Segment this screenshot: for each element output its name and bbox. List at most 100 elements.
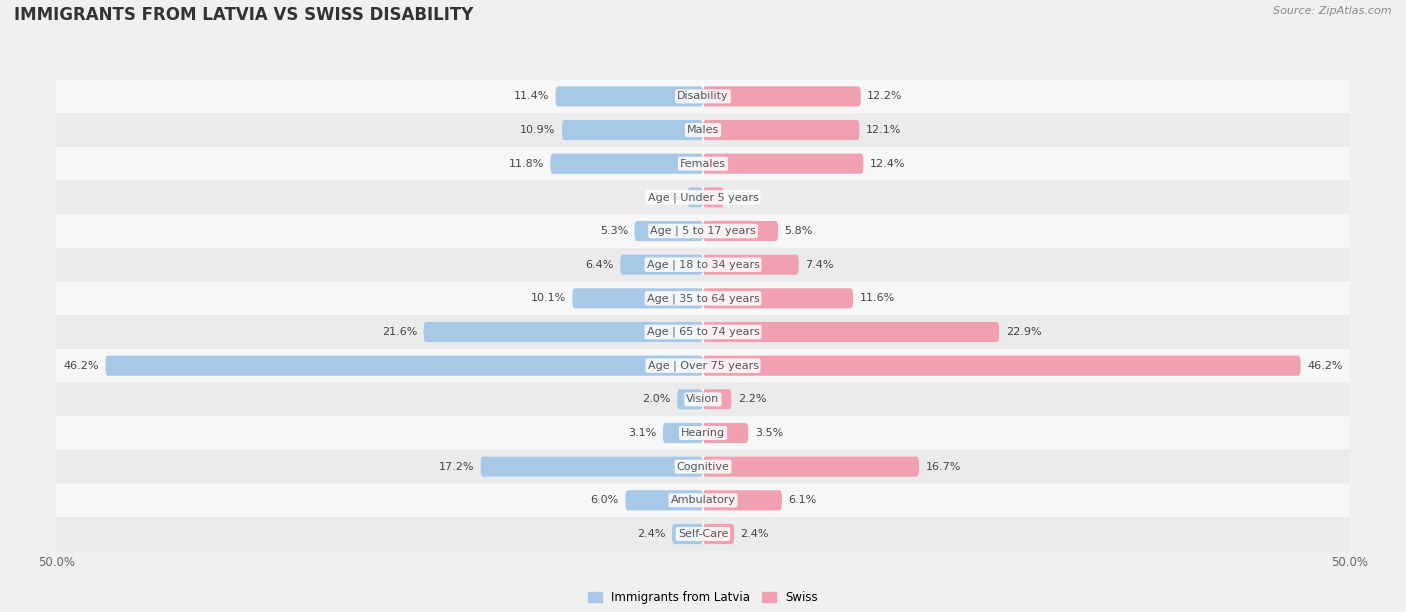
FancyBboxPatch shape [555,86,703,106]
FancyBboxPatch shape [56,416,1350,450]
FancyBboxPatch shape [481,457,703,477]
Text: 10.1%: 10.1% [530,293,565,304]
FancyBboxPatch shape [56,450,1350,483]
Text: 11.4%: 11.4% [513,91,550,102]
Text: Hearing: Hearing [681,428,725,438]
Text: 1.2%: 1.2% [652,192,681,203]
FancyBboxPatch shape [703,221,778,241]
FancyBboxPatch shape [703,187,724,207]
Text: 11.8%: 11.8% [509,159,544,169]
FancyBboxPatch shape [56,315,1350,349]
FancyBboxPatch shape [56,181,1350,214]
FancyBboxPatch shape [105,356,703,376]
FancyBboxPatch shape [56,214,1350,248]
FancyBboxPatch shape [423,322,1000,342]
Text: IMMIGRANTS FROM LATVIA VS SWISS DISABILITY: IMMIGRANTS FROM LATVIA VS SWISS DISABILI… [14,6,474,24]
Text: 2.2%: 2.2% [738,394,766,405]
FancyBboxPatch shape [703,490,782,510]
FancyBboxPatch shape [562,120,703,140]
FancyBboxPatch shape [572,288,703,308]
FancyBboxPatch shape [56,147,1350,181]
FancyBboxPatch shape [678,389,731,409]
FancyBboxPatch shape [688,187,724,207]
Text: 6.1%: 6.1% [789,495,817,506]
FancyBboxPatch shape [703,120,859,140]
FancyBboxPatch shape [703,288,853,308]
Text: Self-Care: Self-Care [678,529,728,539]
Text: 2.4%: 2.4% [637,529,665,539]
FancyBboxPatch shape [703,524,734,544]
FancyBboxPatch shape [703,423,748,443]
Text: Females: Females [681,159,725,169]
Text: 5.8%: 5.8% [785,226,813,236]
Text: 12.4%: 12.4% [870,159,905,169]
Text: Age | Under 5 years: Age | Under 5 years [648,192,758,203]
FancyBboxPatch shape [555,86,860,106]
Text: 3.5%: 3.5% [755,428,783,438]
Text: Source: ZipAtlas.com: Source: ZipAtlas.com [1274,6,1392,16]
Text: Ambulatory: Ambulatory [671,495,735,506]
Text: 5.3%: 5.3% [600,226,628,236]
FancyBboxPatch shape [703,154,863,174]
FancyBboxPatch shape [634,221,778,241]
Text: Males: Males [688,125,718,135]
Text: 17.2%: 17.2% [439,461,474,472]
Text: Age | Over 75 years: Age | Over 75 years [648,360,758,371]
FancyBboxPatch shape [703,322,1000,342]
Text: Age | 65 to 74 years: Age | 65 to 74 years [647,327,759,337]
Text: 6.0%: 6.0% [591,495,619,506]
Text: 16.7%: 16.7% [925,461,960,472]
FancyBboxPatch shape [56,80,1350,113]
Text: 12.1%: 12.1% [866,125,901,135]
FancyBboxPatch shape [672,524,734,544]
FancyBboxPatch shape [105,356,1301,376]
Text: Age | 5 to 17 years: Age | 5 to 17 years [650,226,756,236]
FancyBboxPatch shape [620,255,799,275]
FancyBboxPatch shape [56,483,1350,517]
FancyBboxPatch shape [56,517,1350,551]
Text: 3.1%: 3.1% [628,428,657,438]
Text: 21.6%: 21.6% [382,327,418,337]
FancyBboxPatch shape [672,524,703,544]
FancyBboxPatch shape [56,349,1350,382]
FancyBboxPatch shape [703,255,799,275]
FancyBboxPatch shape [56,248,1350,282]
FancyBboxPatch shape [662,423,703,443]
Text: 2.4%: 2.4% [741,529,769,539]
Legend: Immigrants from Latvia, Swiss: Immigrants from Latvia, Swiss [583,586,823,608]
FancyBboxPatch shape [703,356,1301,376]
FancyBboxPatch shape [423,322,703,342]
Text: Age | 18 to 34 years: Age | 18 to 34 years [647,259,759,270]
Text: 10.9%: 10.9% [520,125,555,135]
Text: 22.9%: 22.9% [1005,327,1042,337]
FancyBboxPatch shape [562,120,859,140]
FancyBboxPatch shape [678,389,703,409]
Text: 11.6%: 11.6% [859,293,894,304]
Text: 1.6%: 1.6% [730,192,758,203]
FancyBboxPatch shape [56,113,1350,147]
FancyBboxPatch shape [550,154,863,174]
Text: 46.2%: 46.2% [1308,360,1343,371]
Text: Age | 35 to 64 years: Age | 35 to 64 years [647,293,759,304]
FancyBboxPatch shape [626,490,703,510]
FancyBboxPatch shape [703,389,731,409]
FancyBboxPatch shape [662,423,748,443]
FancyBboxPatch shape [481,457,920,477]
Text: Disability: Disability [678,91,728,102]
FancyBboxPatch shape [626,490,782,510]
FancyBboxPatch shape [550,154,703,174]
FancyBboxPatch shape [620,255,703,275]
Text: 12.2%: 12.2% [868,91,903,102]
FancyBboxPatch shape [634,221,703,241]
Text: 7.4%: 7.4% [806,259,834,270]
Text: 6.4%: 6.4% [585,259,614,270]
FancyBboxPatch shape [56,382,1350,416]
Text: 2.0%: 2.0% [643,394,671,405]
FancyBboxPatch shape [703,457,920,477]
Text: Cognitive: Cognitive [676,461,730,472]
FancyBboxPatch shape [572,288,853,308]
FancyBboxPatch shape [703,86,860,106]
Text: 46.2%: 46.2% [63,360,98,371]
FancyBboxPatch shape [56,282,1350,315]
FancyBboxPatch shape [688,187,703,207]
